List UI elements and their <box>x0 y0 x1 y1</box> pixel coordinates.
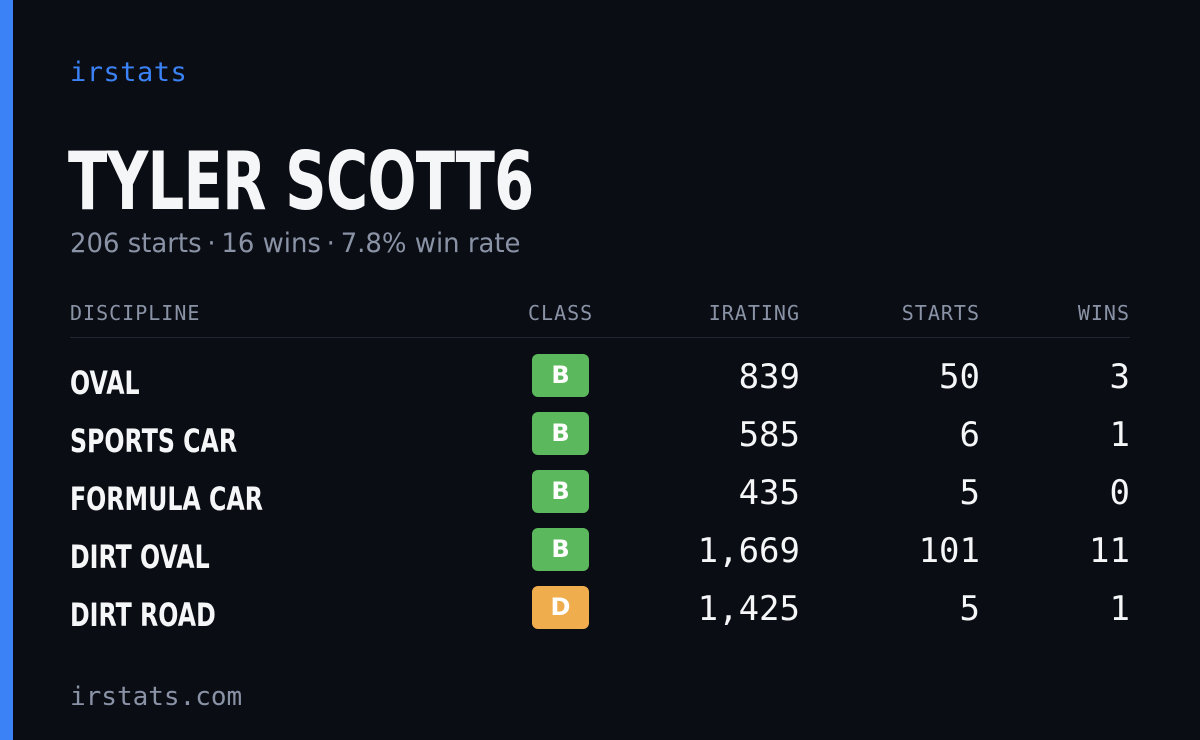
footer-domain[interactable]: irstats.com <box>70 682 243 712</box>
table-row: DIRT OVAL B 1,669 101 11 <box>70 524 1130 582</box>
irating-value: 585 <box>738 415 800 455</box>
header-class: CLASS <box>528 301 594 325</box>
win-rate-summary: 7.8% win rate <box>340 228 521 259</box>
wins-value: 11 <box>1089 531 1130 571</box>
class-badge: B <box>532 470 589 513</box>
player-name: TYLER SCOTT6 <box>68 135 534 228</box>
discipline-name: FORMULA CAR <box>70 480 263 518</box>
summary-separator: · <box>207 228 216 259</box>
starts-value: 5 <box>959 473 980 513</box>
wins-value: 1 <box>1109 589 1130 629</box>
irating-value: 1,669 <box>697 531 800 571</box>
wins-value: 1 <box>1109 415 1130 455</box>
table-row: OVAL B 839 50 3 <box>70 350 1130 408</box>
table-row: SPORTS CAR B 585 6 1 <box>70 408 1130 466</box>
class-badge: B <box>532 354 589 397</box>
wins-value: 0 <box>1109 473 1130 513</box>
player-summary: 206 starts · 16 wins · 7.8% win rate <box>70 227 521 261</box>
starts-value: 50 <box>939 357 980 397</box>
header-discipline: DISCIPLINE <box>70 301 201 325</box>
starts-value: 101 <box>918 531 980 571</box>
wins-value: 3 <box>1109 357 1130 397</box>
irating-value: 435 <box>738 473 800 513</box>
table-row: FORMULA CAR B 435 5 0 <box>70 466 1130 524</box>
header-irating: IRATING <box>708 301 800 325</box>
header-wins: WINS <box>1077 301 1130 325</box>
table-row: DIRT ROAD D 1,425 5 1 <box>70 582 1130 640</box>
irating-value: 839 <box>738 357 800 397</box>
discipline-name: DIRT ROAD <box>70 596 216 634</box>
starts-value: 6 <box>959 415 980 455</box>
starts-value: 5 <box>959 589 980 629</box>
irating-value: 1,425 <box>697 589 800 629</box>
class-badge: B <box>532 528 589 571</box>
summary-separator: · <box>326 228 335 259</box>
discipline-name: OVAL <box>70 364 140 402</box>
discipline-table: OVAL B 839 50 3 SPORTS CAR B 585 6 1 FOR… <box>70 350 1130 640</box>
accent-bar <box>0 0 13 740</box>
class-badge: D <box>532 586 589 629</box>
discipline-name: DIRT OVAL <box>70 538 210 576</box>
brand-logo-text[interactable]: irstats <box>70 57 188 88</box>
wins-summary: 16 wins <box>221 228 321 259</box>
discipline-name: SPORTS CAR <box>70 422 238 460</box>
starts-summary: 206 starts <box>70 228 202 259</box>
table-header: DISCIPLINE CLASS IRATING STARTS WINS <box>70 300 1130 338</box>
header-starts: STARTS <box>901 301 980 325</box>
class-badge: B <box>532 412 589 455</box>
